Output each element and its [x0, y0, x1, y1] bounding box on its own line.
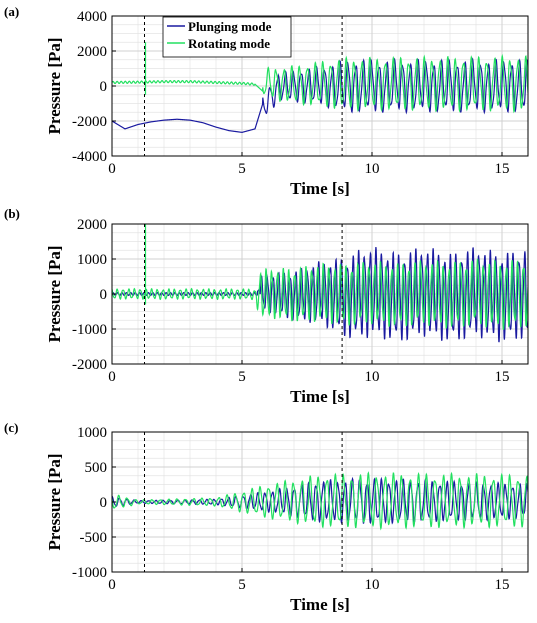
y-tick-label: -1000 — [72, 322, 107, 338]
legend: Plunging mode Rotating mode — [162, 16, 292, 58]
x-tick-label: 0 — [108, 577, 116, 593]
x-tick-label: 5 — [238, 577, 246, 593]
y-axis-label: Pressure [Pa] — [45, 453, 64, 550]
series-line-plunging-mode — [112, 476, 528, 525]
x-axis-label: Time [s] — [290, 387, 350, 406]
panel-label: (a) — [4, 4, 19, 19]
series-line-plunging-mode — [112, 246, 528, 343]
x-tick-label: 0 — [108, 369, 116, 385]
y-tick-label: -2000 — [72, 357, 107, 373]
y-tick-label: 2000 — [77, 44, 107, 60]
y-axis-label: Pressure [Pa] — [45, 37, 64, 134]
panel-label: (b) — [4, 206, 20, 221]
y-tick-label: -1000 — [72, 565, 107, 581]
x-tick-label: 10 — [365, 577, 380, 593]
y-axis-label: Pressure [Pa] — [45, 245, 64, 342]
y-tick-label: 0 — [100, 79, 108, 95]
legend-box — [162, 16, 292, 58]
y-tick-label: 1000 — [77, 252, 107, 268]
panel-1: (a) 0 5 10 15 -4000 -2000 0 2000 4000 Time [s] Pres… — [4, 4, 529, 198]
x-tick-label: 5 — [238, 369, 246, 385]
panel-2: (b) 0 5 10 15 -2000 -1000 0 1000 2000 Time [s] Pres… — [4, 206, 529, 406]
y-tick-label: -2000 — [72, 114, 107, 130]
x-tick-label: 10 — [365, 161, 380, 177]
panel-label: (c) — [4, 420, 18, 435]
x-tick-label: 5 — [238, 161, 246, 177]
legend-label: Rotating mode — [188, 36, 270, 51]
y-tick-label: -500 — [80, 530, 108, 546]
series-line-rotating-mode — [112, 53, 528, 114]
y-tick-label: -4000 — [72, 149, 107, 165]
panel-3: (c) 0 5 10 15 -1000 -500 0 500 1000 Time [s] Pressu… — [4, 420, 529, 614]
y-tick-label: 0 — [100, 287, 108, 303]
x-tick-label: 0 — [108, 161, 116, 177]
x-tick-label: 15 — [495, 577, 510, 593]
x-tick-label: 15 — [495, 161, 510, 177]
y-tick-label: 500 — [85, 460, 108, 476]
x-tick-label: 10 — [365, 369, 380, 385]
y-tick-label: 2000 — [77, 217, 107, 233]
x-axis-label: Time [s] — [290, 179, 350, 198]
x-tick-label: 15 — [495, 369, 510, 385]
y-tick-label: 0 — [100, 495, 108, 511]
y-tick-label: 1000 — [77, 425, 107, 441]
y-tick-label: 4000 — [77, 9, 107, 25]
legend-label: Plunging mode — [188, 19, 272, 34]
series-line-rotating-mode — [112, 471, 528, 531]
series-line-rotating-mode — [112, 258, 528, 330]
x-axis-label: Time [s] — [290, 595, 350, 614]
